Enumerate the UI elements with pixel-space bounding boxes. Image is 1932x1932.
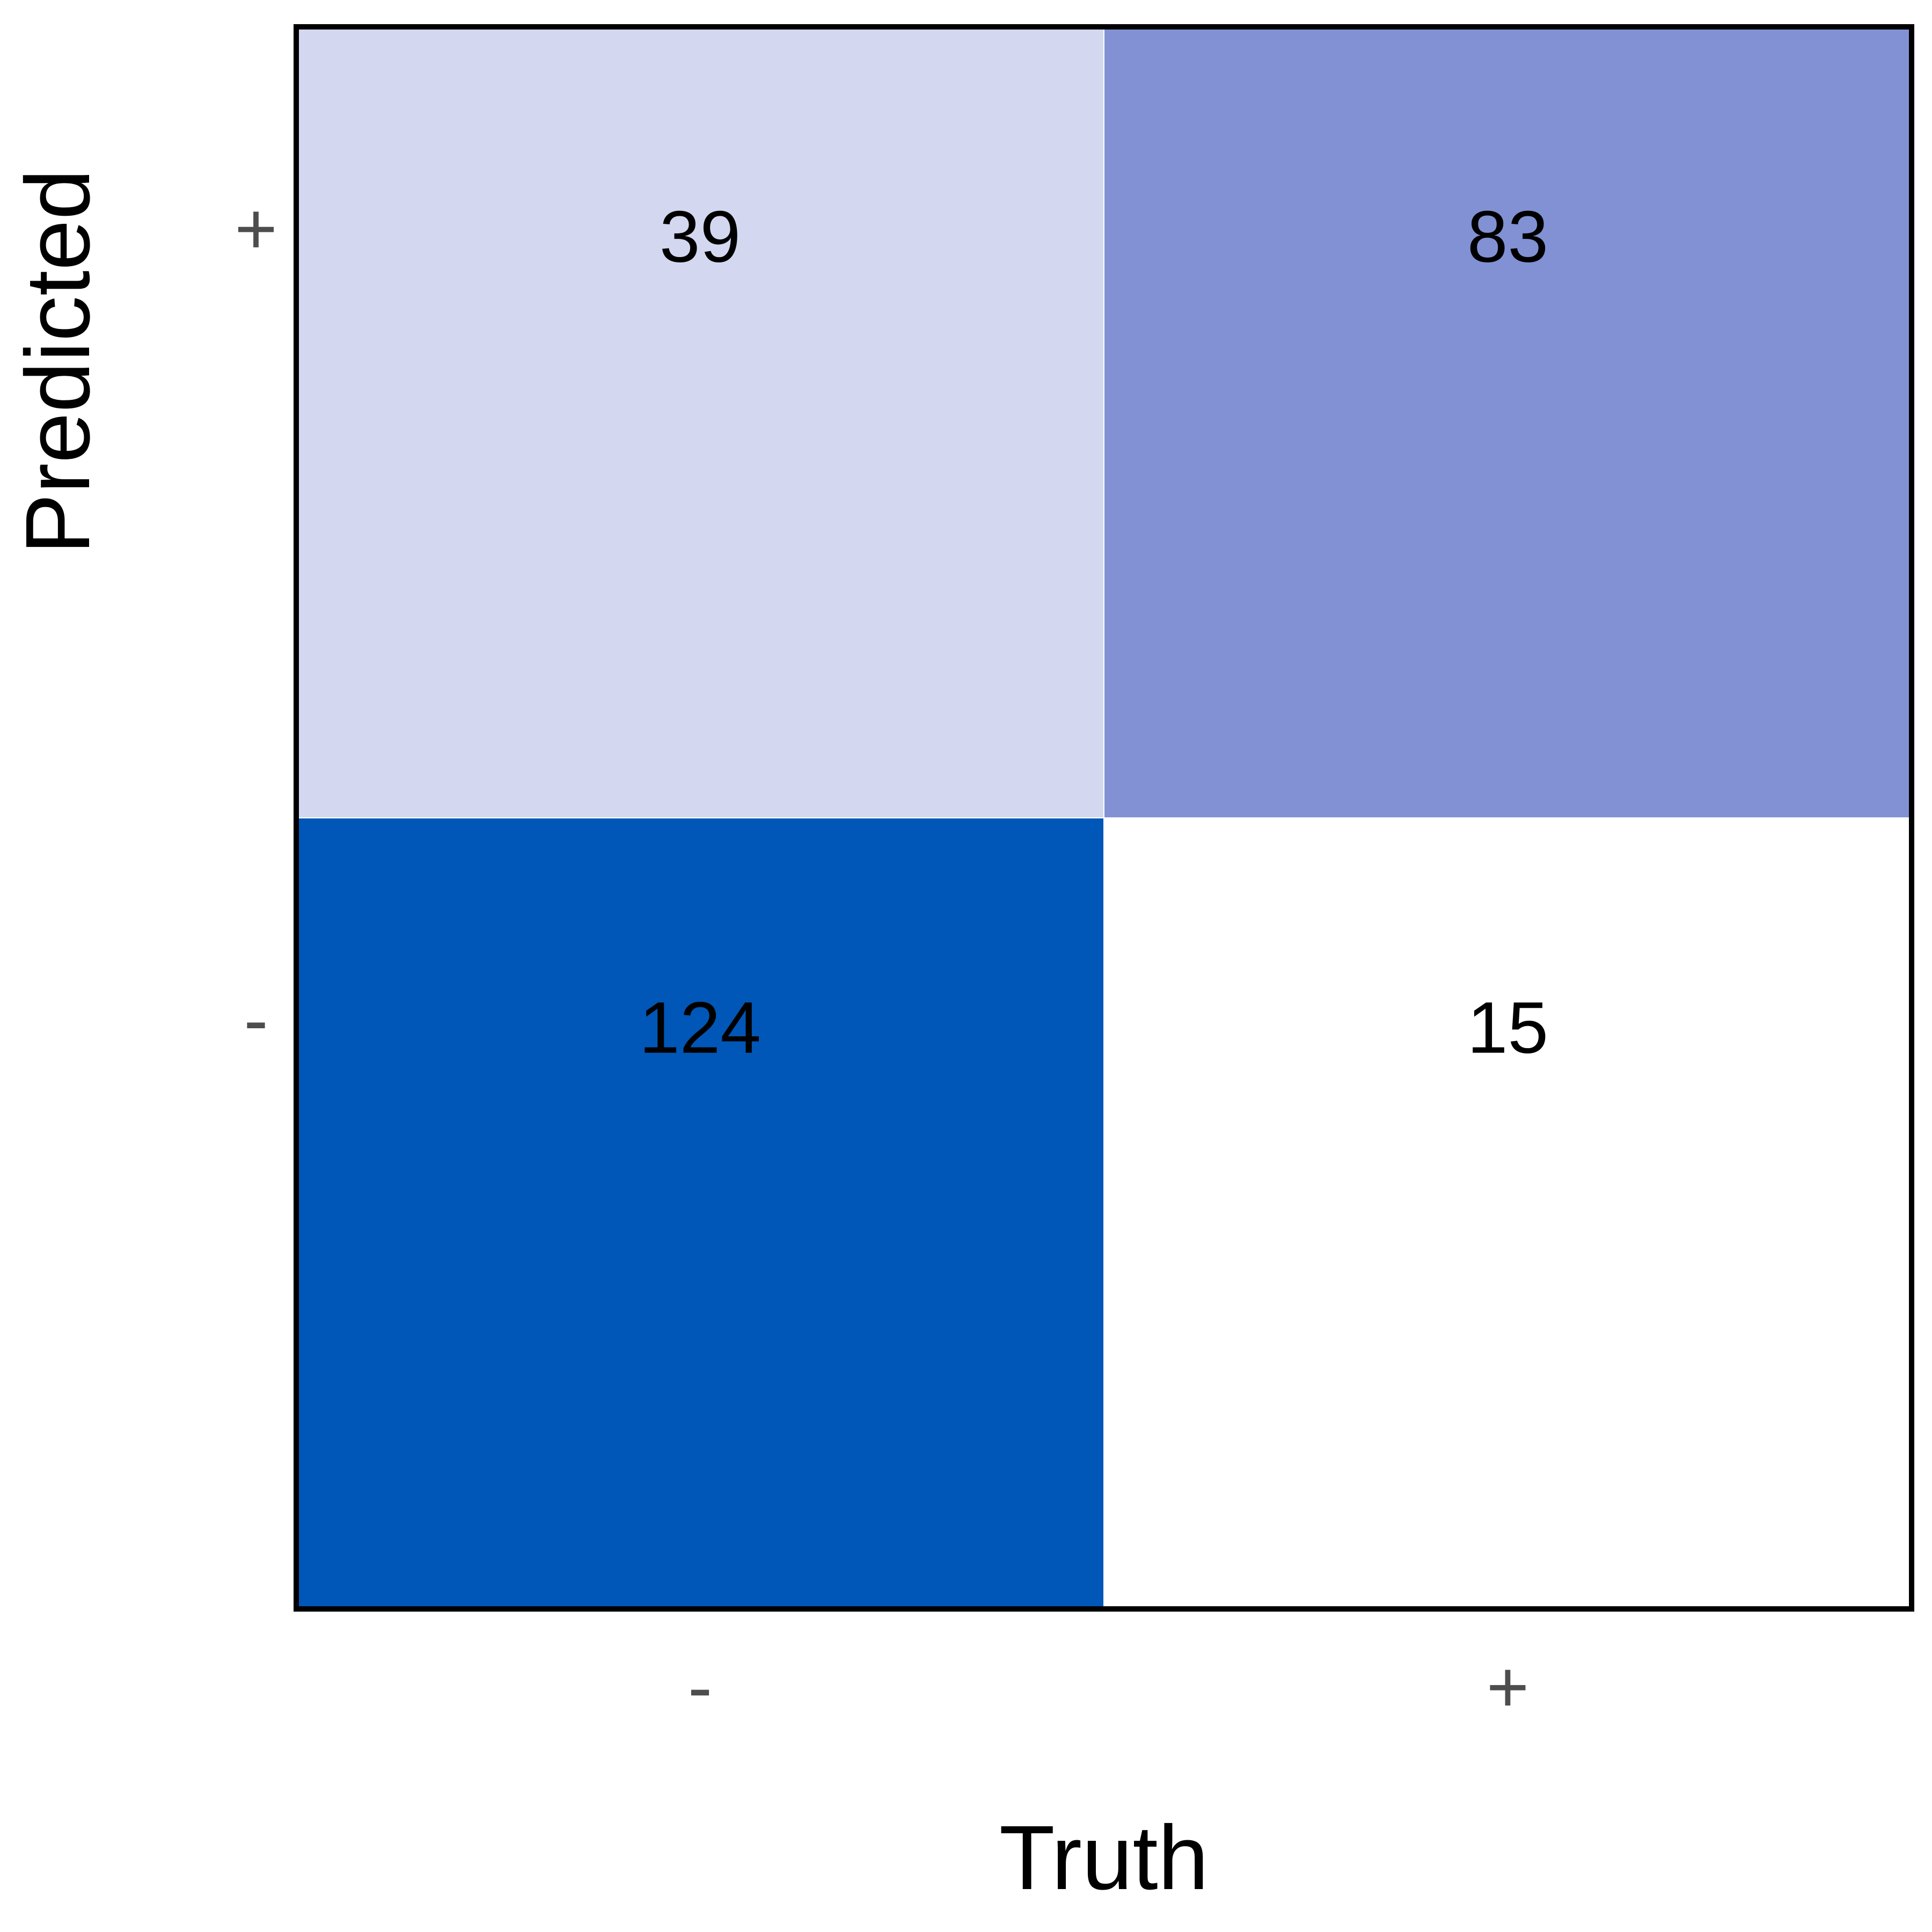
x-tick-label-1: + — [1487, 1646, 1529, 1728]
heatmap-cells — [296, 26, 1912, 1609]
y-tick-label-0: + — [235, 188, 277, 269]
x-axis-ticks: - + — [688, 1646, 1529, 1728]
cell-value-label-r1-c0: 124 — [639, 987, 761, 1069]
x-tick-label-0: - — [688, 1646, 712, 1728]
y-axis-title: Predicted — [7, 169, 109, 554]
y-axis-ticks: +- — [235, 188, 277, 1060]
y-tick-label-1: - — [244, 979, 268, 1060]
cell-value-label-r1-c1: 15 — [1467, 987, 1548, 1069]
cell-value-label-r0-c0: 39 — [660, 196, 741, 277]
heatmap-cell-r0-c0 — [296, 26, 1104, 818]
heatmap-cell-labels: 39 83 124 15 — [639, 196, 1548, 1069]
heatmap-cell-r1-c1 — [1103, 817, 1912, 1609]
plot-border — [294, 24, 1914, 1612]
heatmap-cell-r0-c1 — [1103, 26, 1912, 818]
x-axis-title: Truth — [999, 1807, 1209, 1909]
cell-value-label-r0-c1: 83 — [1467, 196, 1548, 277]
heatmap-cell-r1-c0 — [296, 817, 1104, 1609]
